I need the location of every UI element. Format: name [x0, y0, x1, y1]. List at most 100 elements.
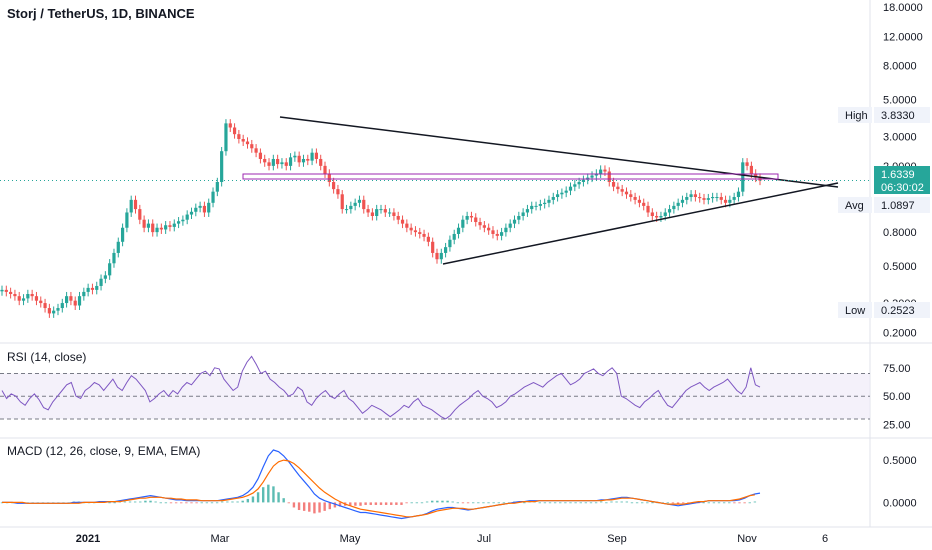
- macd-histogram-bar: [651, 502, 654, 504]
- rsi-title: RSI (14, close): [7, 350, 87, 364]
- macd-histogram-bar: [180, 502, 183, 504]
- macd-histogram-bar: [482, 502, 485, 504]
- candle-body: [698, 197, 702, 199]
- candle-body: [314, 152, 318, 159]
- candle-body: [224, 123, 228, 152]
- macd-histogram-bar: [620, 501, 623, 503]
- macd-histogram-bar: [681, 502, 685, 504]
- candle-body: [237, 134, 241, 140]
- rsi-line: [1, 355, 761, 420]
- macd-histogram-bar: [600, 501, 603, 503]
- candle-body: [478, 222, 482, 226]
- candle-body: [508, 223, 512, 228]
- candle-body: [568, 186, 573, 191]
- macd-histogram-bar: [615, 501, 618, 503]
- macd-histogram-bar: [390, 502, 393, 505]
- candle-body: [741, 162, 745, 192]
- candle-body: [65, 296, 69, 304]
- macd-title: MACD (12, 26, close, 9, EMA, EMA): [7, 444, 201, 458]
- chart-title: Storj / TetherUS, 1D, BINANCE: [7, 6, 195, 21]
- candle-body: [353, 202, 357, 206]
- candle-body: [400, 219, 405, 224]
- macd-histogram-bar: [287, 502, 291, 504]
- macd-histogram-bar: [564, 502, 567, 504]
- macd-histogram-bar: [477, 502, 480, 504]
- macd-histogram-bar: [451, 501, 454, 503]
- candle-body: [620, 189, 624, 192]
- candle-body: [172, 223, 176, 227]
- macd-histogram-bar: [349, 502, 352, 506]
- macd-histogram-bar: [492, 502, 495, 504]
- candle-body: [332, 182, 336, 190]
- candle-body: [271, 158, 275, 166]
- candle-body: [599, 169, 603, 174]
- candle-body: [405, 223, 409, 228]
- high-marker-value: 3.8330: [881, 110, 915, 122]
- low-marker-value: 0.2523: [881, 305, 915, 317]
- candle-body: [499, 232, 504, 236]
- candle-body: [715, 197, 719, 199]
- candle-body: [155, 227, 159, 233]
- last-price-bg: [874, 166, 930, 194]
- candle-body: [448, 239, 452, 248]
- macd-histogram-bar: [456, 502, 460, 504]
- candle-body: [624, 191, 629, 195]
- candle-body: [142, 219, 146, 228]
- candle-body: [306, 158, 310, 161]
- macd-histogram-bar: [415, 502, 419, 504]
- upper-trendline: [279, 116, 839, 188]
- candle-body: [633, 197, 637, 200]
- candle-body: [461, 219, 465, 228]
- macd-histogram-bar: [302, 502, 306, 511]
- macd-layer: [0, 449, 761, 520]
- macd-histogram-bar: [707, 502, 710, 504]
- candle-body: [297, 155, 301, 163]
- candle-body: [108, 263, 112, 276]
- candle-body: [9, 291, 13, 295]
- candle-body: [693, 194, 697, 198]
- macd-histogram-bar: [410, 502, 413, 504]
- candle-body: [521, 212, 525, 216]
- candle-body: [176, 221, 181, 224]
- high-marker-label: High: [845, 110, 868, 122]
- macd-histogram-bar: [379, 502, 383, 505]
- macd-histogram-bar: [538, 502, 541, 504]
- candle-body: [280, 162, 284, 165]
- candle-body: [456, 227, 461, 234]
- candle-body: [366, 209, 370, 213]
- horizontal-resistance-band: [242, 173, 779, 180]
- macd-histogram-bar: [159, 502, 162, 504]
- macd-histogram-bar: [333, 502, 337, 508]
- macd-histogram-bar: [256, 492, 260, 503]
- macd-histogram-bar: [431, 500, 434, 503]
- candle-body: [125, 212, 129, 228]
- candle-body: [164, 225, 168, 230]
- candle-body: [323, 165, 327, 174]
- candle-body: [168, 225, 172, 227]
- macd-histogram-bar: [395, 502, 398, 505]
- candle-body: [396, 215, 400, 220]
- candle-body: [73, 300, 77, 306]
- candle-body: [431, 241, 435, 253]
- macd-histogram-bar: [543, 502, 547, 504]
- macd-histogram-bar: [241, 500, 244, 503]
- candle-body: [95, 285, 99, 290]
- time-tick-label: Mar: [211, 533, 230, 545]
- low-marker-label-bg: [838, 302, 872, 318]
- macd-histogram-bar: [420, 502, 424, 504]
- macd-histogram-bar: [272, 486, 275, 503]
- macd-histogram-bar: [641, 502, 644, 504]
- macd-histogram-bar: [728, 502, 731, 504]
- avg-marker-value-bg: [874, 197, 930, 213]
- candle-body: [637, 199, 642, 203]
- macd-histogram-bar: [733, 502, 736, 504]
- avg-marker-label-bg: [838, 197, 872, 213]
- candle-body: [444, 247, 448, 253]
- candle-body: [491, 230, 495, 234]
- candle-body: [258, 152, 263, 159]
- price-tick-label: 18.0000: [883, 2, 923, 14]
- high-marker-label-bg: [838, 107, 872, 123]
- candle-body: [685, 197, 689, 200]
- candle-body: [418, 232, 422, 234]
